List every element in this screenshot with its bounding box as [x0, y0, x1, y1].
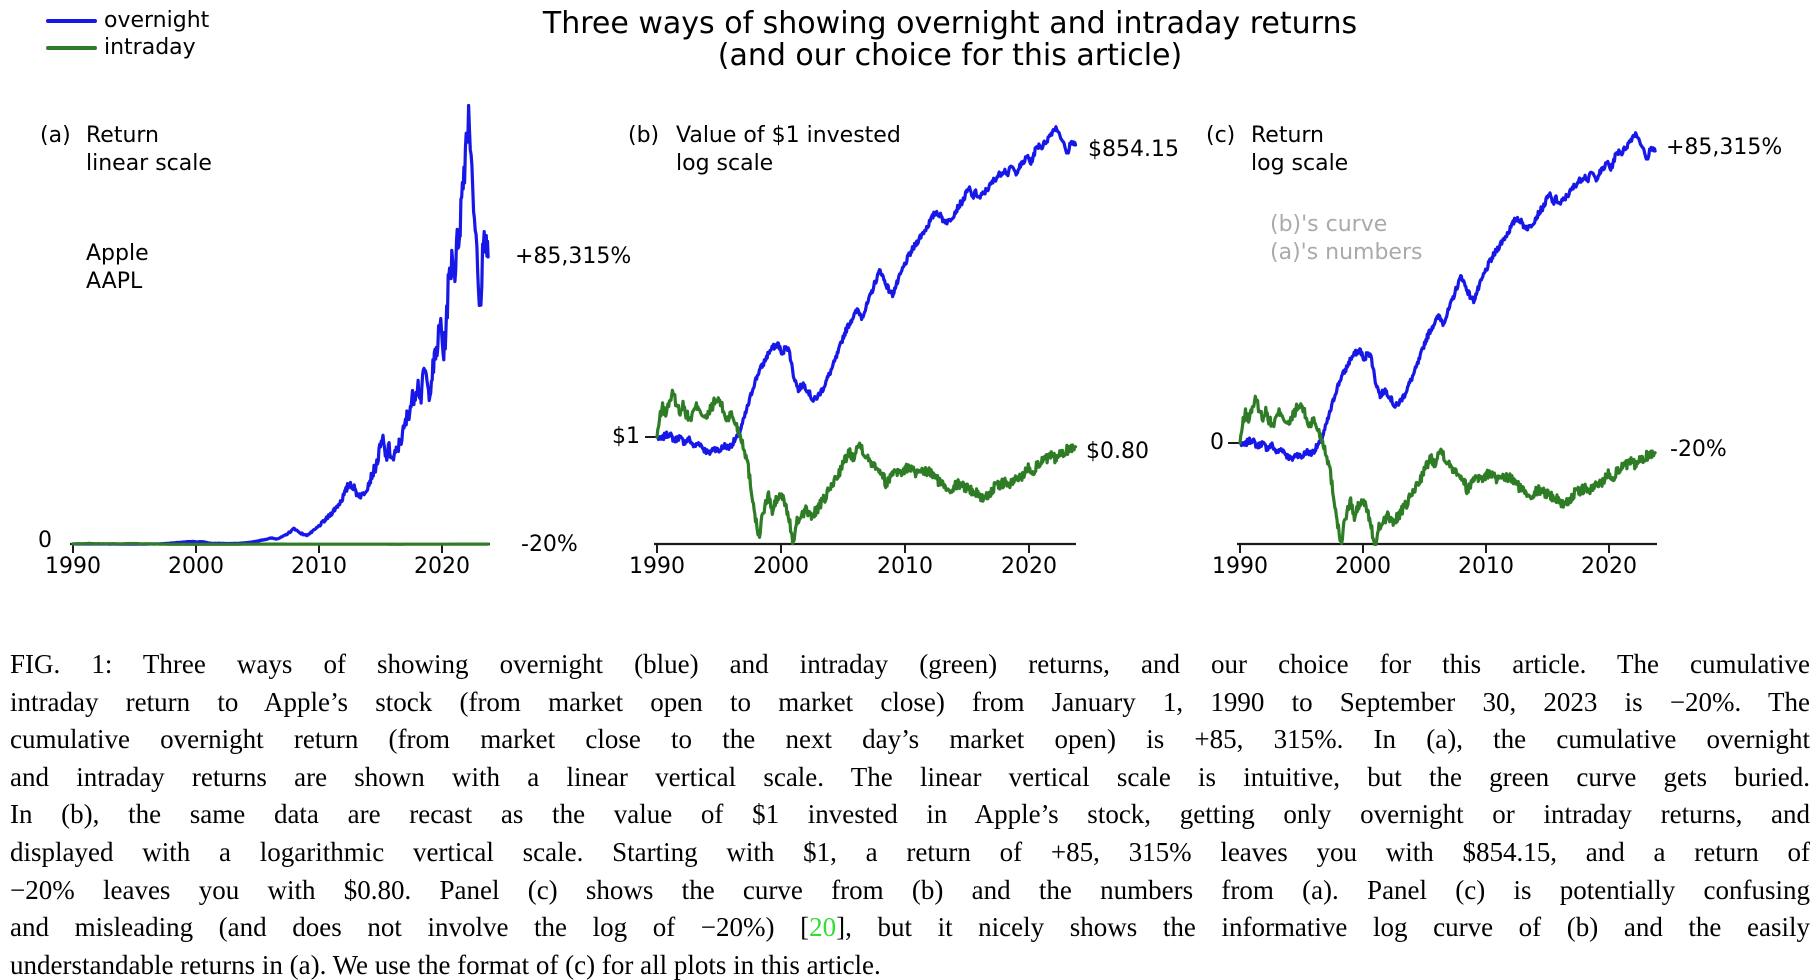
caption-text: ], but it nicely shows the informative l…: [836, 912, 1810, 943]
caption-line: cumulative overnight return (from market…: [10, 721, 1810, 759]
caption-line: −20% leaves you with $0.80. Panel (c) sh…: [10, 872, 1810, 910]
stock-ticker: AAPL: [86, 269, 143, 294]
panel-a-zero-label: 0: [38, 528, 52, 553]
x-tick-label: 1990: [1212, 554, 1268, 579]
panel-c-note-line2: (a)'s numbers: [1270, 240, 1423, 265]
x-tick-label: 2010: [291, 554, 347, 579]
curve-intraday-panel-c: [1238, 394, 1657, 546]
caption-line: FIG. 1: Three ways of showing overnight …: [10, 646, 1810, 684]
panel-b-intraday-value-label: $0.80: [1086, 439, 1149, 464]
panel-b-heading-line2: log scale: [676, 151, 774, 176]
caption-line: and intraday returns are shown with a li…: [10, 759, 1810, 797]
panel-a-overnight-return-label: +85,315%: [515, 244, 632, 269]
panel-c-tag: (c): [1206, 123, 1236, 148]
panel-a-tag: (a): [40, 123, 71, 148]
legend-label-intraday: intraday: [104, 35, 196, 60]
panel-b-heading: Value of $1 invested log scale: [676, 122, 901, 178]
x-tick-label: 2010: [877, 554, 933, 579]
panel-a-heading-line2: linear scale: [86, 151, 212, 176]
figure-title-line1: Three ways of showing overnight and intr…: [542, 6, 1358, 41]
panel-c-note: (b)'s curve (a)'s numbers: [1270, 211, 1422, 267]
caption-text: displayed with a logarithmic vertical sc…: [10, 836, 1810, 867]
x-tick-label: 2000: [168, 554, 224, 579]
x-tick-label: 2000: [753, 554, 809, 579]
x-tick-label: 2020: [414, 554, 470, 579]
x-tick-label: 2020: [1001, 554, 1057, 579]
figure-title: Three ways of showing overnight and intr…: [430, 8, 1470, 72]
caption-text: cumulative overnight return (from market…: [10, 724, 1810, 755]
caption-text: −20% leaves you with $0.80. Panel (c) sh…: [10, 874, 1810, 905]
panel-a-heading-line1: Return: [86, 123, 160, 148]
caption-line: understandable returns in (a). We use th…: [10, 947, 1810, 980]
panel-c-zero-label: 0: [1210, 430, 1224, 455]
caption-line: displayed with a logarithmic vertical sc…: [10, 834, 1810, 872]
legend: overnight intraday: [0, 0, 260, 70]
panel-a-intraday-return-label: -20%: [521, 532, 578, 557]
caption-text: FIG. 1: Three ways of showing overnight …: [10, 649, 1810, 679]
caption-text: and misleading (and does not involve the…: [10, 912, 810, 943]
caption-text: In (b), the same data are recast as the …: [10, 799, 1810, 830]
overnight-line-sample: [46, 19, 97, 23]
x-tick-label: 2010: [1458, 554, 1514, 579]
panel-c-heading: Return log scale: [1251, 122, 1348, 178]
caption-text: understandable returns in (a). We use th…: [10, 949, 881, 980]
panel-c-note-line1: (b)'s curve: [1270, 212, 1388, 237]
panel-b-heading-line1: Value of $1 invested: [676, 123, 901, 148]
legend-label-overnight: overnight: [104, 8, 210, 33]
caption-text: and intraday returns are shown with a li…: [10, 761, 1810, 792]
figure-title-line2: (and our choice for this article): [717, 38, 1183, 73]
panel-c-heading-line2: log scale: [1251, 151, 1349, 176]
caption-line: intraday return to Apple’s stock (from m…: [10, 684, 1810, 722]
curve-intraday-panel-a: [71, 541, 490, 546]
panel-c-intraday-return-label: -20%: [1670, 437, 1727, 462]
curve-intraday-panel-b: [655, 388, 1078, 546]
stock-name: Apple: [86, 241, 149, 266]
caption-line: and misleading (and does not involve the…: [10, 909, 1810, 947]
x-tick-label: 2020: [1581, 554, 1637, 579]
intraday-line-sample: [46, 46, 97, 50]
caption-line: In (b), the same data are recast as the …: [10, 796, 1810, 834]
panel-c-heading-line1: Return: [1251, 123, 1325, 148]
panel-c-overnight-return-label: +85,315%: [1666, 135, 1783, 160]
citation-link[interactable]: 20: [809, 912, 837, 943]
caption-text: intraday return to Apple’s stock (from m…: [10, 686, 1810, 717]
panel-a-heading: Return linear scale: [86, 122, 212, 178]
x-tick-label: 1990: [45, 554, 101, 579]
panel-b-dollar1-label: $1: [612, 424, 640, 449]
panel-b-overnight-value-label: $854.15: [1088, 137, 1179, 162]
figure-caption: FIG. 1: Three ways of showing overnight …: [10, 646, 1810, 980]
panel-b-tag: (b): [628, 123, 660, 148]
panel-a-stock-label: Apple AAPL: [86, 240, 149, 296]
curve-overnight-panel-c: [1238, 131, 1657, 462]
x-tick-label: 1990: [629, 554, 685, 579]
x-tick-label: 2000: [1335, 554, 1391, 579]
